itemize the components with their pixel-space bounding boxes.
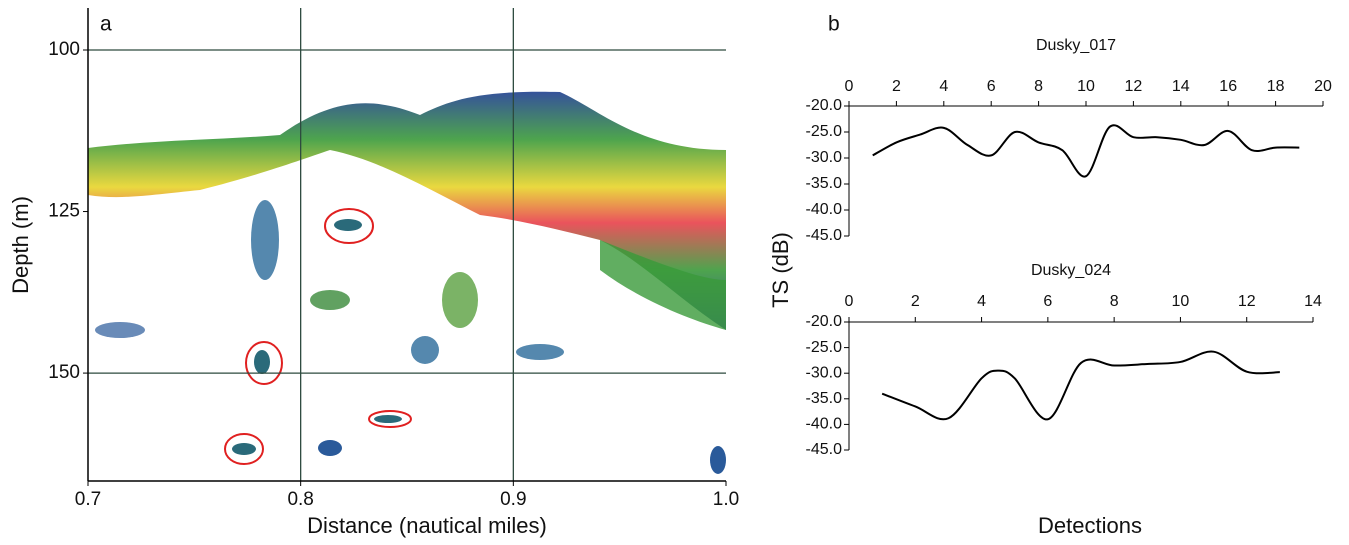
x-tick-label: 0 (845, 293, 854, 310)
echo-blob (374, 415, 402, 423)
y-tick-label: -30.0 (806, 149, 843, 166)
echo-blob (442, 272, 478, 328)
x-tick-label: 16 (1219, 78, 1237, 95)
x-tick-label: 0.7 (75, 489, 101, 510)
x-tick-label: 2 (911, 293, 920, 310)
panel-label: b (828, 13, 840, 36)
y-axis-label: Depth (m) (8, 196, 33, 294)
x-tick-label: 0.9 (500, 489, 526, 510)
echo-blob (254, 350, 270, 374)
y-tick-label: -40.0 (806, 416, 843, 433)
x-tick-label: 4 (939, 78, 948, 95)
y-tick-label: -45.0 (806, 227, 843, 244)
echo-blob (516, 344, 564, 360)
echo-blob (232, 443, 256, 455)
chart-title: Dusky_024 (1031, 262, 1111, 279)
x-tick-label: 0.8 (287, 489, 313, 510)
x-tick-label: 0 (845, 78, 854, 95)
x-tick-label: 10 (1172, 293, 1190, 310)
y-tick-label: -40.0 (806, 201, 843, 218)
x-tick-label: 2 (892, 78, 901, 95)
y-tick-label: -25.0 (806, 339, 843, 356)
highlight-rings (224, 208, 412, 465)
x-tick-label: 6 (987, 78, 996, 95)
x-tick-label: 12 (1238, 293, 1256, 310)
y-tick-label: -30.0 (806, 364, 843, 381)
y-tick-label: -20.0 (806, 313, 843, 330)
y-tick-label: 150 (48, 362, 80, 383)
y-tick-label: 100 (48, 39, 80, 60)
x-tick-label: 4 (977, 293, 986, 310)
y-tick-label: -25.0 (806, 123, 843, 140)
echo-blob (318, 440, 342, 456)
y-tick-label: -20.0 (806, 97, 843, 114)
highlight-ring (245, 341, 283, 385)
echo-blob (334, 219, 362, 231)
highlight-ring (224, 433, 264, 465)
x-tick-label: 8 (1034, 78, 1043, 95)
y-tick-label: -45.0 (806, 441, 843, 458)
y-tick-label: -35.0 (806, 390, 843, 407)
y-tick-label: 125 (48, 201, 80, 222)
x-tick-label: 1.0 (713, 489, 739, 510)
highlight-ring (324, 208, 374, 244)
panel-label: a (100, 13, 112, 36)
highlight-ring (368, 410, 412, 428)
y-tick-label: -35.0 (806, 175, 843, 192)
x-tick-label: 8 (1110, 293, 1119, 310)
echo-band (600, 240, 726, 330)
x-tick-label: 6 (1043, 293, 1052, 310)
x-tick-label: 14 (1304, 293, 1322, 310)
echo-blob (710, 446, 726, 474)
data-line (881, 350, 1280, 421)
x-tick-label: 20 (1314, 78, 1332, 95)
x-axis-label: Distance (nautical miles) (307, 513, 547, 538)
x-tick-label: 14 (1172, 78, 1190, 95)
echo-blob (310, 290, 350, 310)
echo-blob (251, 200, 279, 280)
x-tick-label: 18 (1267, 78, 1285, 95)
x-tick-label: 10 (1077, 78, 1095, 95)
echo-blob (95, 322, 145, 338)
y-axis-label: TS (dB) (768, 232, 793, 308)
echogram-image (88, 91, 726, 474)
data-line (872, 124, 1300, 178)
echo-blob (411, 336, 439, 364)
chart-title: Dusky_017 (1036, 37, 1116, 54)
echo-band (88, 91, 726, 331)
x-tick-label: 12 (1125, 78, 1143, 95)
x-axis-label: Detections (1038, 513, 1142, 538)
